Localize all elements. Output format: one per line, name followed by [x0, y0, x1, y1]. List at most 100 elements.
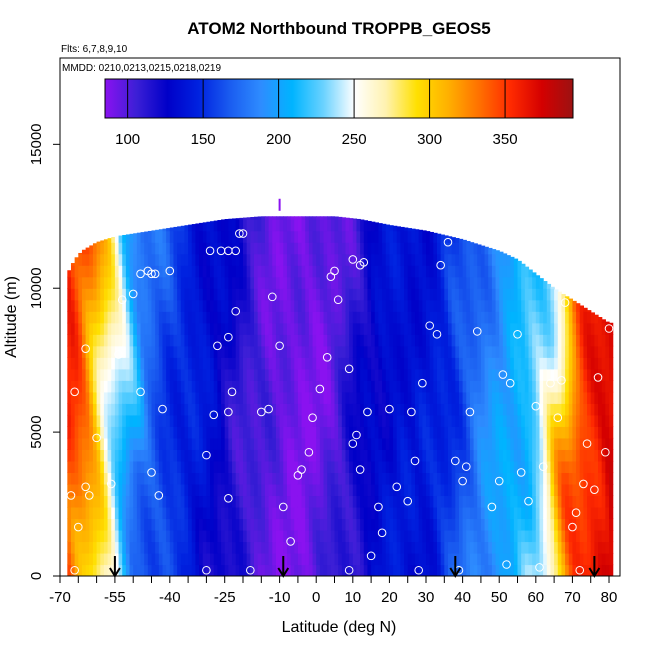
heatmap-cell [140, 506, 145, 520]
heatmap-cell [140, 449, 145, 462]
heatmap-cell [327, 380, 332, 393]
heatmap-cell [404, 414, 409, 427]
observation-point [498, 370, 508, 379]
heatmap-cell [210, 311, 215, 324]
heatmap-cell [89, 541, 94, 554]
heatmap-cell [367, 506, 372, 520]
heatmap-cell [495, 380, 500, 393]
heatmap-cell [290, 253, 295, 266]
heatmap-cell [195, 552, 200, 566]
heatmap-cell [455, 460, 460, 473]
heatmap-cell [568, 380, 574, 393]
heatmap-cell [228, 322, 233, 335]
heatmap-cell [469, 552, 475, 566]
heatmap-cell [272, 552, 277, 566]
heatmap-cell [396, 368, 401, 381]
heatmap-cell [407, 449, 412, 462]
heatmap-cell [195, 437, 200, 450]
heatmap-cell [583, 311, 588, 324]
heatmap-cell [286, 311, 292, 324]
heatmap-cell [367, 276, 372, 289]
heatmap-cell [261, 322, 266, 335]
heatmap-cell [166, 495, 171, 508]
heatmap-cell [393, 345, 398, 358]
heatmap-cell [202, 265, 208, 278]
heatmap-cell [330, 253, 336, 266]
heatmap-cell [206, 221, 211, 232]
heatmap-cell [111, 236, 116, 243]
heatmap-cell [297, 414, 303, 427]
heatmap-cell [561, 426, 566, 439]
heatmap-cell [338, 460, 343, 473]
heatmap-cell [147, 242, 153, 255]
heatmap-cell [429, 265, 434, 278]
observation-point [494, 476, 504, 486]
heatmap-cell [305, 564, 310, 576]
heatmap-cell [495, 564, 500, 576]
heatmap-cell [491, 483, 497, 497]
heatmap-cell [473, 541, 478, 554]
heatmap-cell [524, 368, 530, 381]
heatmap-cell [177, 541, 182, 554]
heatmap-cell [166, 311, 171, 324]
heatmap-cell [235, 529, 240, 543]
heatmap-cell [155, 288, 160, 301]
heatmap-cell [232, 460, 237, 473]
heatmap-cell [290, 426, 295, 439]
heatmap-cell [221, 253, 226, 266]
observation-point [425, 321, 434, 330]
heatmap-cell [447, 311, 453, 324]
heatmap-cell [528, 426, 533, 439]
heatmap-cell [195, 242, 200, 255]
heatmap-cell [521, 334, 526, 347]
heatmap-cell [158, 449, 164, 462]
heatmap-cell [469, 426, 475, 439]
heatmap-cell [169, 518, 175, 531]
heatmap-cell [444, 403, 449, 416]
heatmap-cell [491, 391, 497, 404]
heatmap-cell [133, 380, 138, 393]
heatmap-cell [199, 322, 204, 335]
heatmap-cell [103, 403, 109, 416]
heatmap-cell [341, 564, 347, 576]
heatmap-cell [495, 357, 500, 370]
heatmap-cell [473, 380, 478, 393]
heatmap-cell [114, 334, 120, 347]
heatmap-cell [543, 564, 548, 576]
heatmap-cell [345, 541, 350, 554]
heatmap-cell [235, 495, 240, 508]
heatmap-cell [495, 322, 500, 335]
heatmap-cell [184, 253, 189, 266]
heatmap-cell [308, 541, 314, 554]
heatmap-cell [411, 460, 416, 473]
heatmap-cell [246, 380, 251, 393]
heatmap-cell [122, 265, 127, 278]
heatmap-cell [177, 483, 182, 497]
heatmap-cell [407, 495, 412, 508]
heatmap-cell [239, 495, 244, 508]
heatmap-cell [524, 311, 530, 324]
heatmap-cell [444, 322, 449, 335]
heatmap-cell [444, 357, 449, 370]
heatmap-cell [418, 564, 423, 576]
heatmap-cell [517, 403, 522, 416]
heatmap-cell [499, 251, 504, 255]
heatmap-cell [374, 299, 380, 312]
heatmap-cell [587, 311, 592, 324]
heatmap-cell [404, 357, 409, 370]
heatmap-cell [144, 449, 149, 462]
heatmap-cell [440, 322, 445, 335]
heatmap-cell [539, 449, 544, 462]
heatmap-cell [70, 483, 76, 497]
x-axis: -70 -55 -40 -25 -10 0 10 20 30 40 50 60 70 80 [49, 576, 617, 606]
heatmap-cell [250, 230, 255, 243]
heatmap-cell [524, 345, 530, 358]
heatmap-cell [122, 495, 127, 508]
heatmap-cell [206, 529, 211, 543]
heatmap-cell [257, 345, 262, 358]
heatmap-cell [462, 414, 467, 427]
heatmap-cell [235, 276, 240, 289]
heatmap-cell [389, 403, 394, 416]
heatmap-cell [469, 357, 475, 370]
heatmap-cell [305, 414, 310, 427]
